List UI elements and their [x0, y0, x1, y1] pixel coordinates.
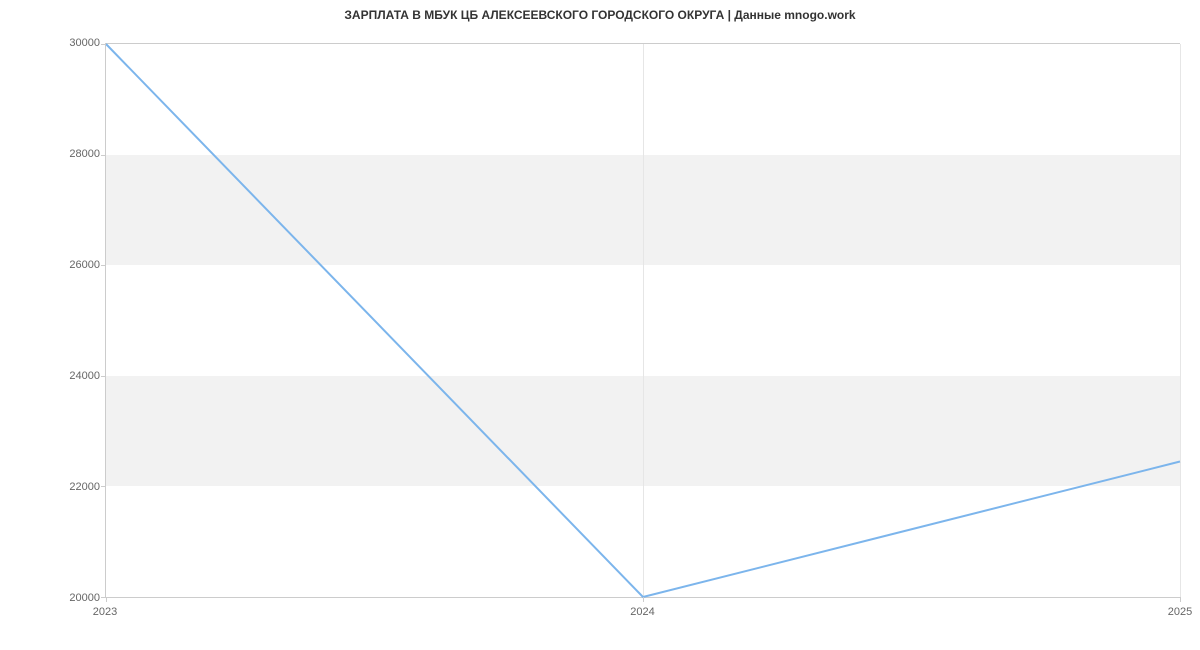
- x-tick-mark: [1180, 597, 1181, 602]
- y-tick-label: 20000: [10, 592, 100, 604]
- plot-area: [105, 43, 1180, 598]
- x-tick-label: 2025: [1168, 606, 1192, 618]
- y-tick-label: 28000: [10, 148, 100, 160]
- y-tick-mark: [101, 486, 106, 487]
- line-series: [106, 44, 1180, 597]
- chart-container: 20000 22000 24000 26000 28000 30000 2023 2024 20…: [0, 28, 1200, 638]
- y-tick-mark: [101, 155, 106, 156]
- y-tick-label: 30000: [10, 37, 100, 49]
- y-tick-mark: [101, 44, 106, 45]
- x-tick-mark: [643, 597, 644, 602]
- y-tick-mark: [101, 265, 106, 266]
- y-tick-label: 22000: [10, 481, 100, 493]
- y-tick-label: 26000: [10, 259, 100, 271]
- x-tick-label: 2024: [630, 606, 654, 618]
- x-tick-label: 2023: [93, 606, 117, 618]
- chart-title: ЗАРПЛАТА В МБУК ЦБ АЛЕКСЕЕВСКОГО ГОРОДСК…: [0, 0, 1200, 26]
- y-tick-label: 24000: [10, 370, 100, 382]
- grid-line-vertical: [1180, 44, 1181, 597]
- y-tick-mark: [101, 376, 106, 377]
- x-tick-mark: [106, 597, 107, 602]
